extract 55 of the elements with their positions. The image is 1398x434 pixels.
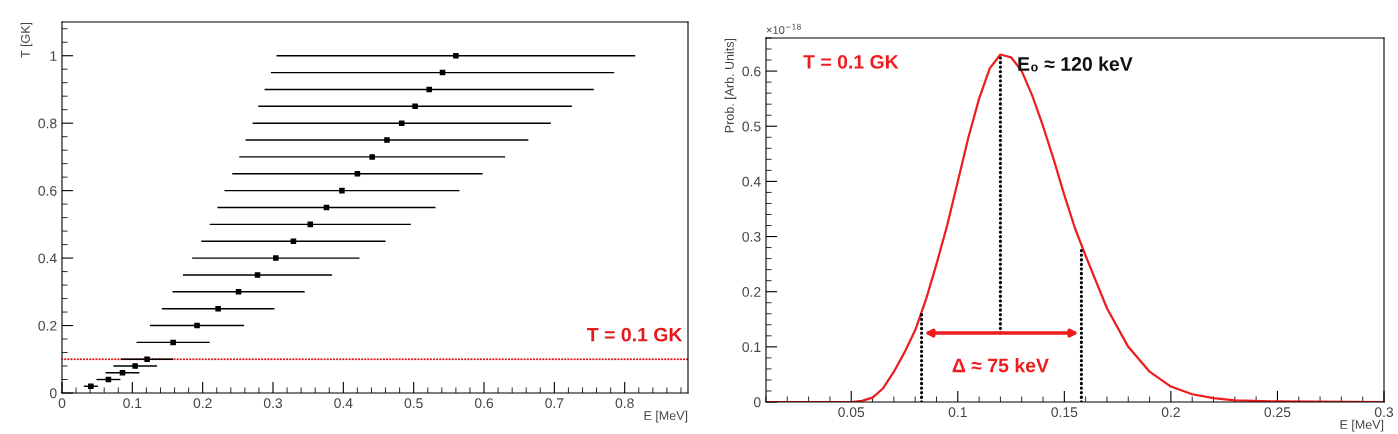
point [235,289,242,295]
x-tick-label: 0.3 [1374,407,1394,418]
x-tick-label: 0.4 [334,398,353,409]
point [384,137,390,143]
y-tick-label: 1 [50,51,57,61]
point [132,363,138,369]
y-tick-label: 0.6 [38,185,57,196]
x-tick-label: 0.5 [404,398,423,409]
y-axis-title: T [GK] [20,22,33,58]
x-axis-title: E [MeV] [644,410,688,423]
point [453,52,459,59]
y-tick-label: 0.4 [742,176,761,187]
x-tick-label: 0.15 [1051,407,1078,418]
x-axis-title: E [MeV] [1340,419,1384,432]
point [254,272,261,278]
x-tick-label: 0.3 [263,398,283,409]
y-tick-label: 0.1 [742,342,761,353]
point [88,383,94,390]
point [273,255,279,261]
x-tick-label: 0.2 [193,398,212,409]
x-tick-label: 0.1 [948,407,967,418]
point [170,339,176,346]
point [215,305,221,312]
x-tick-label: 0.7 [545,398,564,409]
point [354,170,361,177]
x-tick-label: 0.25 [1264,407,1291,418]
x-tick-label: 0.05 [838,407,865,418]
point [426,86,432,93]
y-tick-label: 0.3 [742,231,761,242]
point [194,322,200,329]
point [412,103,418,110]
ref-line-label: T = 0.1 GK [587,327,683,342]
annotation: T = 0.1 GK [803,54,899,69]
point [144,356,150,363]
x-tick-label: 0 [58,398,66,409]
y-tick-label: 0.2 [38,320,57,331]
annotation: E₀ ≈ 120 keV [1018,56,1133,72]
point [339,187,345,194]
x-tick-label: 0.2 [1161,407,1180,418]
point [398,120,405,126]
y-tick-label: 0.5 [742,121,761,132]
point [369,154,375,160]
y-axis-title: Prob. [Arb. Units] [724,38,737,133]
y-tick-label: 0 [49,388,57,399]
y-tick-label: 0.8 [38,118,57,129]
y-tick-label: 0.2 [742,287,761,297]
text: ×10$^{−18}$ [766,23,801,34]
x-tick-label: 0.1 [123,398,142,409]
point [119,369,126,376]
point [290,238,297,245]
x-tick-label: 0.6 [474,398,494,409]
y-tick-label: 0.6 [742,66,761,77]
x-tick-label: 0.8 [615,398,634,409]
annotation: Δ ≈ 75 keV [952,358,1049,373]
y-tick-label: 0.4 [38,253,57,264]
